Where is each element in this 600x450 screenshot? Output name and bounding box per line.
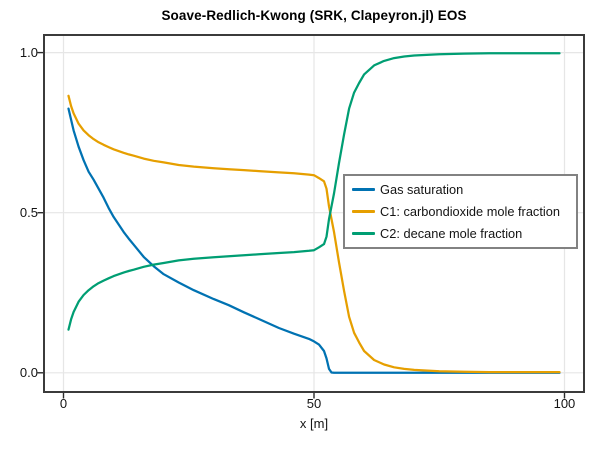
x-tick-label-0: 0 xyxy=(59,396,68,411)
series-line-gas-saturation xyxy=(67,107,561,374)
legend-item-c1-carbondioxide: C1: carbondioxide mole fraction xyxy=(352,204,568,219)
legend: Gas saturation C1: carbondioxide mole fr… xyxy=(343,174,578,249)
legend-item-label: Gas saturation xyxy=(380,182,464,197)
x-axis-label: x [m] xyxy=(299,416,329,431)
legend-line-icon xyxy=(352,188,375,191)
series-line-c1-carbondioxide-mole-fraction xyxy=(67,94,561,374)
x-tick-label-50: 50 xyxy=(306,396,322,411)
x-tick-label-100: 100 xyxy=(553,396,576,411)
series-line-c2-decane-mole-fraction xyxy=(67,52,561,331)
plot-title: Soave-Redlich-Kwong (SRK, Clapeyron.jl) … xyxy=(161,8,467,23)
legend-item-label: C1: carbondioxide mole fraction xyxy=(380,204,560,219)
legend-item-label: C2: decane mole fraction xyxy=(380,226,523,241)
legend-line-icon xyxy=(352,210,375,213)
y-tick-label-0.5: 0.5 xyxy=(19,205,38,221)
y-tick-label-0.0: 0.0 xyxy=(19,365,38,381)
legend-line-icon xyxy=(352,232,375,235)
axis-spines xyxy=(43,34,585,393)
y-tick-label-1.0: 1.0 xyxy=(19,45,38,61)
legend-item-c2-decane: C2: decane mole fraction xyxy=(352,226,568,241)
legend-item-gas-saturation: Gas saturation xyxy=(352,182,568,197)
